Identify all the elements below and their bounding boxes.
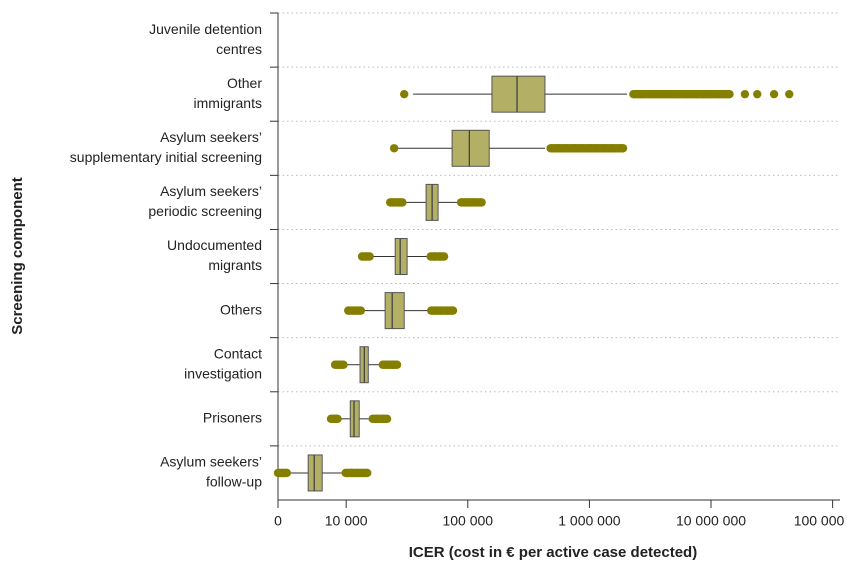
outlier [400,89,409,99]
box [394,238,408,275]
outlier-band [441,306,448,315]
outlier-band [390,198,395,207]
outlier-band [469,198,474,207]
outlier-band [677,89,687,99]
x-tick-label: 10 000 [325,513,368,529]
box [384,292,405,330]
x-axis-title: ICER (cost in € per active case detected… [409,544,697,561]
y-tick-label: Juvenile detention [149,21,262,37]
y-tick-label: Other [227,75,262,91]
outlier-band [434,252,440,261]
outlier-band [357,306,361,315]
outlier-band [362,252,367,261]
outlier-band [430,252,435,261]
outlier-band [550,144,559,153]
outlier-band [633,89,642,99]
x-tick-label: 1 000 000 [558,513,620,529]
outlier-band [377,414,383,424]
x-tick-label: 100 000 000 [794,513,847,529]
outlier-band [387,360,393,369]
outlier-band [431,306,437,315]
y-tick-label: Asylum seekers’ [160,454,262,470]
y-tick-label: follow-up [206,474,262,490]
outlier-band [394,198,399,207]
outlier-band [436,306,442,315]
outlier [785,89,794,99]
outlier-band [668,89,678,99]
box [451,129,490,167]
outlier [740,89,750,99]
outlier-band [717,89,730,99]
box [491,75,546,113]
outlier-band [611,144,624,153]
outlier-band [473,198,482,207]
outlier-band [465,198,470,207]
y-tick-label: migrants [208,257,262,273]
outlier [753,89,762,99]
outlier-band [351,468,358,478]
outlier-band [366,252,370,261]
y-axis-title: Screening component [9,177,26,335]
y-tick-label: Asylum seekers’ [160,129,262,145]
y-tick-label: investigation [184,365,262,381]
y-tick-label: centres [216,41,262,57]
outlier-band [558,144,567,153]
outlier-band [278,468,283,478]
outlier-band [282,468,287,478]
box [307,454,323,492]
outlier-band [335,360,340,369]
x-tick-label: 10 000 000 [676,513,746,529]
outlier-band [382,414,388,424]
outlier [769,89,779,99]
y-tick-label: Others [220,301,262,317]
outlier-band [641,89,651,99]
outlier-band [398,198,403,207]
outlier-band [602,144,612,153]
outlier-band [357,468,363,478]
y-tick-label: periodic screening [148,203,262,219]
y-tick-label: Contact [214,345,262,361]
outlier-band [362,468,368,478]
outlier-band [686,89,697,99]
outlier-band [439,252,445,261]
x-tick-label: 100 000 [442,513,493,529]
y-tick-label: immigrants [194,95,262,111]
outlier-band [352,306,358,315]
outlier-band [339,360,344,369]
outlier-band [392,360,398,369]
outlier-band [372,414,378,424]
y-tick-label: Asylum seekers’ [160,183,262,199]
outlier-band [574,144,583,153]
y-tick-label: Undocumented [167,237,262,253]
outlier-band [566,144,575,153]
outlier-band [334,414,338,424]
outlier-band [382,360,388,369]
y-tick-label: supplementary initial screening [70,149,262,165]
outlier-band [659,89,669,99]
outlier-band [447,306,454,315]
outlier-band [590,144,597,153]
outlier-band [709,89,718,99]
outlier-band [582,144,591,153]
outlier-band [596,144,603,153]
outlier-band [330,414,335,424]
box [349,400,360,438]
outlier [389,144,399,153]
outlier-band [345,468,352,478]
outlier-band [348,306,353,315]
outlier-band [461,198,466,207]
outlier-band [703,89,710,99]
x-tick-label: 0 [274,513,282,529]
y-tick-label: Prisoners [203,410,262,426]
outlier-band [696,89,704,99]
outlier-band [650,89,660,99]
